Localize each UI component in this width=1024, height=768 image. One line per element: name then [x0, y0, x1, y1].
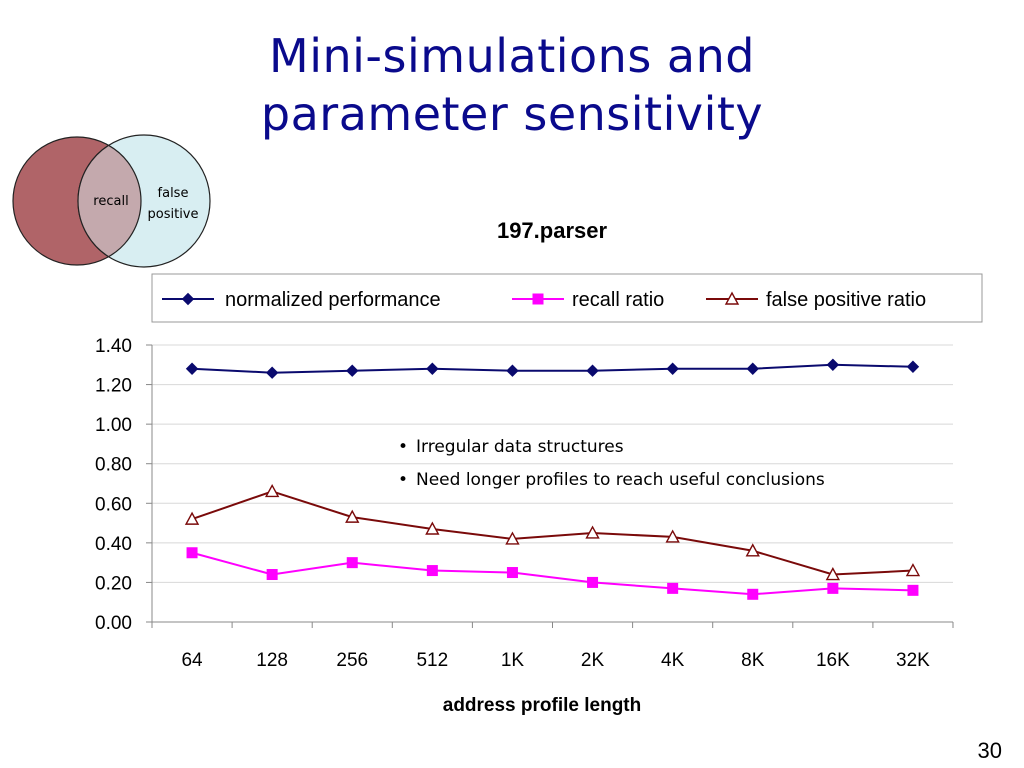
y-tick-label: 1.40 [95, 336, 132, 357]
plot-area: 0.00 0.20 0.40 0.60 0.80 1.00 1.20 1.40 64 128 25… [95, 336, 954, 671]
series-1-point [747, 588, 759, 600]
y-tick-label: 0.20 [95, 573, 132, 594]
chart-title: 197.parser [497, 218, 608, 243]
series-2-point [825, 567, 841, 581]
legend: normalized performance recall ratio false … [151, 273, 983, 323]
series-0-point [666, 362, 679, 375]
venn-overlap [77, 144, 142, 258]
series-0-point [265, 366, 279, 379]
series-1-point [426, 565, 438, 577]
legend-label-1: recall ratio [572, 289, 664, 311]
series-2-point [585, 525, 600, 539]
series-2-point [184, 511, 200, 525]
y-tick-label: 1.00 [95, 415, 132, 436]
series-2-point [745, 543, 760, 557]
y-tick-label: 0.00 [95, 613, 132, 634]
x-tick-label: 4K [661, 650, 685, 671]
y-tick-label: 0.40 [95, 534, 132, 555]
x-tick-label: 128 [256, 650, 288, 671]
series-2-point [505, 531, 520, 545]
series-0-point [346, 364, 359, 377]
series-0-point [826, 358, 840, 371]
series-1-point [667, 582, 679, 594]
x-tick-label: 8K [741, 650, 765, 671]
series-2-point [905, 563, 921, 577]
series-0-point [586, 364, 599, 377]
series-1-point [346, 557, 358, 569]
series-1-point [506, 567, 518, 579]
legend-box [151, 273, 983, 323]
legend-label-2: false positive ratio [766, 289, 926, 311]
series-1-point [587, 576, 599, 588]
series-1-point [907, 584, 919, 596]
note-bullet-2-marker: • [398, 470, 408, 490]
legend-label-0: normalized performance [225, 289, 441, 311]
series-0-point [506, 364, 519, 377]
x-tick-label: 32K [896, 650, 930, 671]
note-2: Need longer profiles to reach useful con… [416, 470, 825, 490]
note-1: Irregular data structures [416, 437, 624, 457]
y-tick-label: 0.60 [95, 494, 132, 515]
venn-positive-label: positive [148, 207, 199, 222]
y-tick-label: 1.20 [95, 376, 132, 397]
series-1-point [186, 547, 198, 559]
series-0-point [426, 362, 439, 375]
slide-title-line-1: Mini-simulations and [269, 29, 755, 83]
annotation-notes: • Irregular data structures • Need longe… [398, 437, 825, 490]
series-0-point [746, 362, 759, 375]
x-tick-label: 2K [581, 650, 605, 671]
series-line-1 [191, 551, 913, 596]
x-tick-label: 64 [181, 650, 203, 671]
venn-recall-label: recall [93, 194, 128, 209]
x-tick-label: 256 [336, 650, 368, 671]
series-2-point [425, 521, 440, 535]
series-line-2 [191, 490, 913, 576]
series-0-point [185, 362, 199, 375]
series-1-point [827, 582, 839, 594]
legend-marker-0 [181, 292, 195, 306]
x-tick-label: 16K [816, 650, 850, 671]
legend-marker-2 [724, 291, 740, 305]
slide-title: Mini-simulations and parameter sensitivi… [0, 28, 1024, 143]
series-line-0 [192, 363, 913, 374]
series-2-point [345, 509, 360, 523]
series-1-point [266, 569, 278, 581]
series-2-point [665, 529, 680, 543]
x-tick-label: 512 [416, 650, 448, 671]
legend-marker-1 [532, 293, 544, 305]
series-2-point [264, 483, 280, 498]
note-bullet-1-marker: • [398, 437, 408, 457]
page-number: 30 [978, 738, 1002, 763]
slide-title-line-2: parameter sensitivity [260, 86, 764, 141]
x-tick-label: 1K [501, 650, 525, 671]
series-0-point [906, 360, 920, 373]
y-tick-label: 0.80 [95, 455, 132, 476]
x-axis-title: address profile length [443, 695, 641, 716]
venn-false-label: false [158, 186, 189, 201]
venn-diagram: recall false positive [12, 134, 211, 268]
